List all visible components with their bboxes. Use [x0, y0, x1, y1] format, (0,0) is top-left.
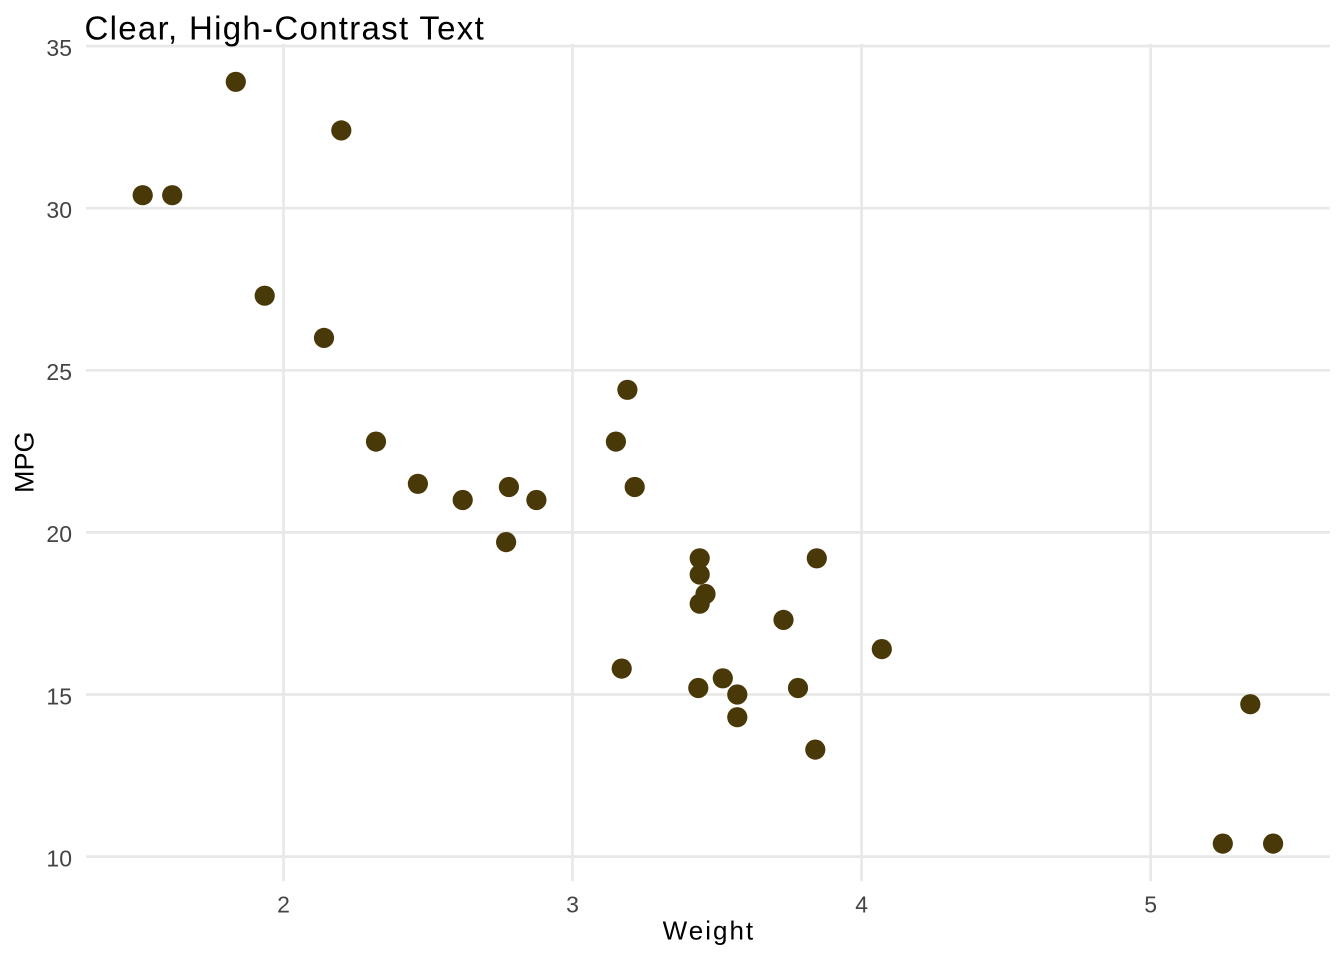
svg-text:35: 35	[46, 35, 72, 61]
svg-text:20: 20	[46, 521, 72, 547]
svg-text:Weight: Weight	[663, 916, 755, 946]
svg-text:15: 15	[46, 683, 72, 709]
svg-text:Clear, High-Contrast Text: Clear, High-Contrast Text	[85, 9, 486, 46]
svg-text:25: 25	[46, 359, 72, 385]
svg-text:4: 4	[855, 892, 868, 918]
svg-text:3: 3	[566, 892, 579, 918]
svg-text:2: 2	[277, 892, 290, 918]
svg-text:30: 30	[46, 197, 72, 223]
svg-text:MPG: MPG	[10, 431, 40, 493]
svg-text:5: 5	[1144, 892, 1157, 918]
svg-text:10: 10	[46, 845, 72, 871]
